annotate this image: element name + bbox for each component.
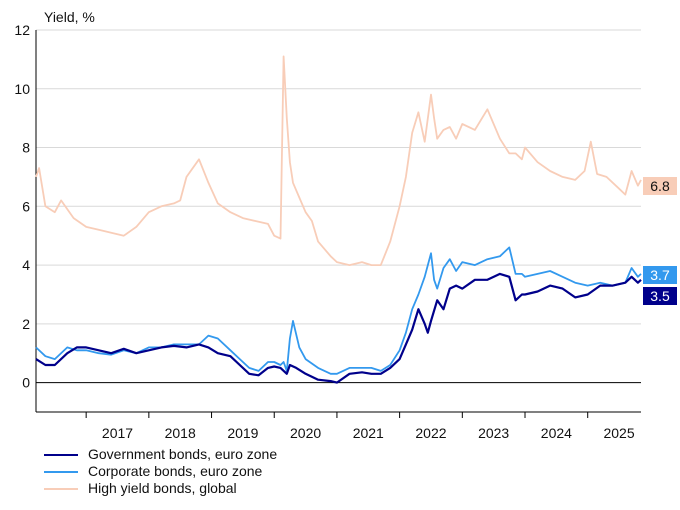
legend-swatch-government	[44, 453, 78, 456]
x-tick-label-2019: 2019	[227, 425, 258, 441]
legend-label-corporate: Corporate bonds, euro zone	[88, 463, 263, 479]
legend: Government bonds, euro zone Corporate bo…	[44, 446, 277, 497]
x-tick-label-2020: 2020	[290, 425, 321, 441]
x-tick-label-2021: 2021	[353, 425, 384, 441]
y-tick-label-10: 10	[14, 81, 30, 97]
x-tick-label-2023: 2023	[478, 425, 509, 441]
y-axis-ticks: 0 2 4 6 8 10 12	[14, 22, 30, 391]
legend-swatch-high-yield	[44, 487, 78, 490]
legend-item-government: Government bonds, euro zone	[44, 446, 277, 463]
series-lines	[35, 55, 642, 384]
y-tick-label-6: 6	[22, 198, 30, 214]
y-axis-label: Yield, %	[44, 9, 95, 25]
x-tick-label-2025: 2025	[603, 425, 634, 441]
y-tick-label-0: 0	[22, 375, 30, 391]
x-tick-label-2022: 2022	[415, 425, 446, 441]
end-value-labels: 3.5 3.7 6.8	[643, 177, 677, 305]
y-tick-label-8: 8	[22, 140, 30, 156]
legend-item-high-yield: High yield bonds, global	[44, 480, 277, 497]
end-label-government: 3.5	[650, 288, 670, 304]
y-tick-label-4: 4	[22, 257, 30, 273]
legend-label-high-yield: High yield bonds, global	[88, 480, 237, 496]
legend-swatch-corporate	[44, 470, 78, 473]
y-tick-label-2: 2	[22, 316, 30, 332]
end-label-corporate: 3.7	[650, 267, 670, 283]
legend-label-government: Government bonds, euro zone	[88, 446, 278, 462]
series-line-government	[35, 272, 642, 384]
end-label-box-corporate	[643, 266, 677, 284]
gridlines	[36, 29, 641, 384]
series-line-high-yield	[35, 55, 642, 267]
x-axis-ticks: 2017 2018 2019 2020 2021 2022 2023 2024 2025	[85, 412, 635, 441]
y-tick-label-12: 12	[14, 22, 30, 38]
x-tick-label-2024: 2024	[541, 425, 572, 441]
x-tick-label-2017: 2017	[102, 425, 133, 441]
end-label-high-yield: 6.8	[650, 178, 670, 194]
legend-item-corporate: Corporate bonds, euro zone	[44, 463, 277, 480]
series-line-corporate	[35, 246, 642, 375]
end-label-box-government	[643, 287, 677, 305]
end-label-box-high-yield	[643, 177, 677, 195]
x-tick-label-2018: 2018	[165, 425, 196, 441]
